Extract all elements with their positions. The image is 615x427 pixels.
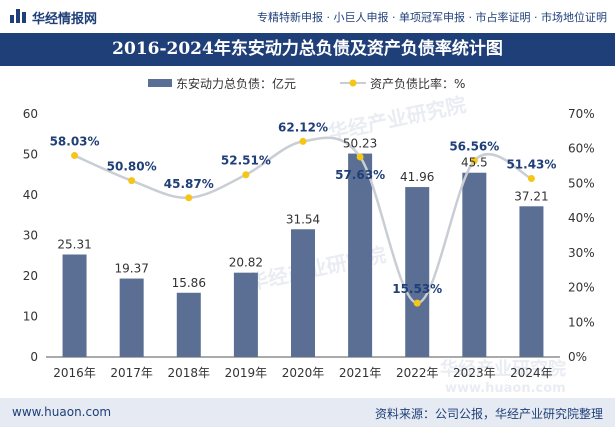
x-tick-label: 2023年 [453, 366, 496, 380]
y-left-tick-label: 40 [23, 188, 38, 202]
bar-value-label: 50.23 [343, 137, 377, 151]
ratio-value-label: 56.56% [449, 140, 499, 154]
footer: www.huaon.com 资料来源：公司公报，华经产业研究院整理 [0, 398, 615, 427]
ratio-value-label: 58.03% [50, 135, 100, 149]
x-tick-label: 2024年 [510, 366, 553, 380]
x-tick-label: 2019年 [225, 366, 268, 380]
legend-line-label: 资产负债比率：% [370, 76, 465, 91]
bar [348, 153, 373, 357]
ratio-value-label: 45.87% [164, 177, 214, 191]
y-left-tick-label: 30 [23, 229, 38, 243]
y-right-tick-label: 40% [568, 211, 595, 225]
bar [176, 292, 201, 357]
bar-series [62, 153, 544, 357]
y-right-tick-label: 50% [568, 176, 595, 190]
y-right-tick-label: 70% [568, 107, 595, 121]
bar-value-label: 19.37 [114, 262, 148, 276]
legend-marker-swatch [349, 79, 357, 87]
y-right-tick-label: 20% [568, 281, 595, 295]
ratio-value-label: 51.43% [506, 157, 556, 171]
bar-value-label: 37.21 [514, 189, 548, 203]
title-bar: 2016-2024年东安动力总负债及资产负债率统计图 [0, 33, 615, 66]
bar-value-label: 45.5 [461, 156, 488, 170]
x-tick-label: 2017年 [110, 366, 153, 380]
ratio-point [242, 171, 250, 179]
y-right-tick-label: 10% [568, 315, 595, 329]
y-left-tick-label: 0 [30, 350, 38, 364]
legend-bar-swatch [148, 79, 172, 87]
ratio-point [527, 174, 535, 182]
x-tick-label: 2022年 [396, 366, 439, 380]
logo-icon [10, 9, 26, 23]
ratio-line [74, 136, 532, 305]
y-right-tick-label: 60% [568, 142, 595, 156]
bar [233, 272, 258, 357]
bar [405, 187, 430, 357]
chart-title: 2016-2024年东安动力总负债及资产负债率统计图 [112, 39, 503, 59]
x-tick-label: 2016年 [53, 366, 96, 380]
ratio-value-label: 50.80% [107, 160, 157, 174]
bar-value-label: 20.82 [229, 256, 263, 270]
bar [62, 254, 87, 357]
top-bar: 华经情报网 专精特新申报 · 小巨人申报 · 单项冠军申报 · 市占率证明 · … [0, 0, 615, 33]
ratio-point [413, 299, 421, 307]
ratio-value-label: 57.63% [335, 168, 385, 182]
tagline: 专精特新申报 · 小巨人申报 · 单项冠军申报 · 市占率证明 · 市场地位证明 [257, 11, 607, 24]
bar-value-label: 31.54 [286, 212, 320, 226]
y-right-tick-label: 30% [568, 246, 595, 260]
ratio-point [299, 137, 307, 145]
bar-value-label: 41.96 [400, 170, 434, 184]
x-tick-label: 2018年 [168, 366, 211, 380]
line-series [71, 136, 535, 307]
legend-bar-label: 东安动力总负债：亿元 [176, 76, 296, 91]
brand-name: 华经情报网 [32, 12, 98, 27]
y-left-tick-label: 60 [23, 107, 38, 121]
ratio-point [185, 194, 193, 202]
x-tick-label: 2020年 [282, 366, 325, 380]
ratio-point [356, 153, 364, 161]
ratio-value-label: 62.12% [278, 120, 328, 134]
bar-value-label: 15.86 [172, 276, 206, 290]
bar [291, 229, 315, 357]
y-left-tick-label: 10 [23, 310, 38, 324]
footer-source: 资料来源：公司公报，华经产业研究院整理 [374, 407, 603, 421]
watermark-url: www.huaon.com [445, 381, 566, 396]
bar-value-label: 25.31 [57, 237, 91, 251]
ratio-point [128, 177, 136, 185]
bar [119, 278, 144, 357]
bar [462, 172, 487, 357]
y-left-tick-label: 20 [23, 269, 38, 283]
ratio-point [71, 152, 79, 160]
ratio-value-label: 52.51% [221, 154, 271, 168]
footer-website: www.huaon.com [12, 405, 112, 419]
x-tick-label: 2021年 [339, 366, 382, 380]
watermark-text: 华经产业研究院 [440, 358, 566, 380]
bar [519, 206, 544, 357]
legend: 东安动力总负债：亿元 资产负债比率：% [148, 76, 465, 91]
y-left-tick-label: 50 [23, 148, 38, 162]
ratio-value-label: 15.53% [392, 282, 442, 296]
data-labels: 25.31 19.37 15.86 20.82 31.54 50.23 41.96 45.5 3… [50, 120, 557, 296]
y-right-tick-label: 0% [568, 350, 587, 364]
ratio-point [470, 157, 478, 165]
